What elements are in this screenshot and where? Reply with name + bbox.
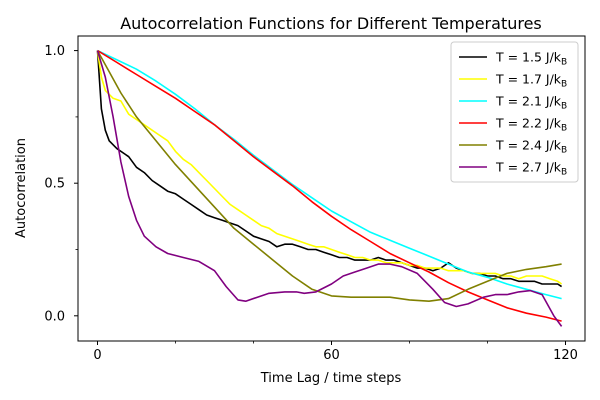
y-tick-label-1: 0.0 [44, 309, 65, 324]
plot-lines [96, 49, 563, 327]
series-line-3 [97, 49, 562, 300]
series-line-1 [96, 50, 563, 288]
legend-label-1: T = 1.5 J/kB [495, 50, 567, 68]
series-line-5 [96, 50, 562, 302]
series-line-4 [97, 49, 562, 322]
legend-label-6: T = 2.7 J/kB [495, 160, 567, 178]
legend-label-4: T = 2.2 J/kB [495, 116, 567, 134]
series-line-2 [96, 50, 563, 285]
legend-label-5: T = 2.4 J/kB [495, 138, 567, 156]
axis-ticks: 0 60 120 0.0 0.5 1.0 [44, 44, 578, 363]
legend-label-2: T = 1.7 J/kB [495, 72, 567, 90]
x-tick-label-2: 60 [323, 348, 340, 363]
legend-box [450, 41, 579, 183]
legend-label-3: T = 2.1 J/kB [495, 94, 567, 112]
x-tick-label-1: 0 [93, 348, 101, 363]
y-tick-label-2: 0.5 [44, 177, 65, 192]
x-axis-label: Time Lag / time steps [260, 371, 402, 386]
x-tick-label-3: 120 [553, 348, 578, 363]
legend: T = 1.5 J/kB T = 1.7 J/kB T = 2.1 J/kB T = … [450, 41, 579, 183]
series-line-6 [96, 50, 563, 327]
y-axis-label: Autocorrelation [14, 138, 29, 238]
y-tick-label-3: 1.0 [44, 44, 65, 59]
chart-title: Autocorrelation Functions for Different … [120, 14, 542, 33]
